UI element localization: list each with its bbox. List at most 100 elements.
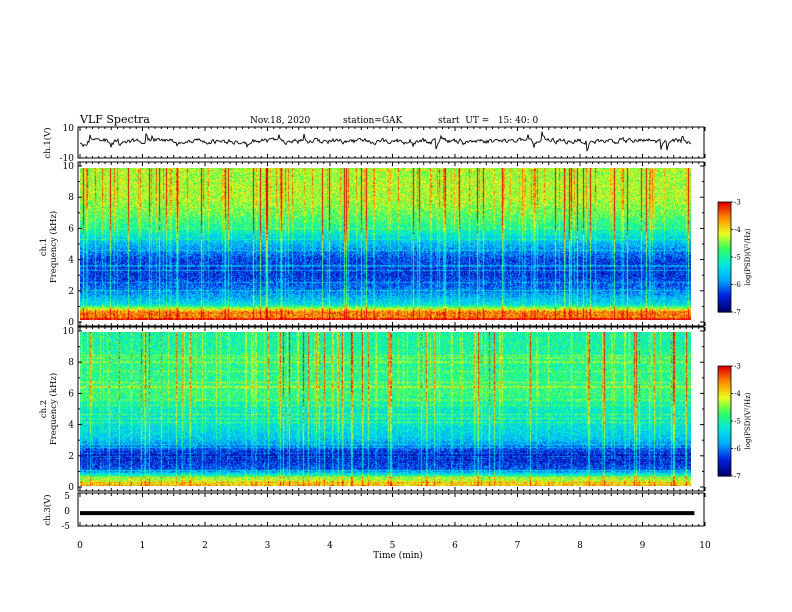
colorbar-swatch: [718, 203, 731, 207]
x-tick-label-8: 8: [577, 541, 583, 551]
colorbar-swatch: [718, 455, 731, 459]
colorbar-swatch: [718, 432, 731, 435]
colorbar-swatch: [718, 286, 731, 289]
colorbar-swatch: [718, 220, 731, 223]
colorbar-swatch: [718, 424, 731, 428]
colorbar-swatch: [718, 384, 731, 387]
colorbar-swatch: [718, 391, 731, 395]
ch2-colorbar: -3 -4 -5 -6 -7 log(PSD)(V²/Hz): [717, 363, 752, 481]
date-label: Nov.18, 2020: [250, 116, 311, 126]
colorbar-swatch: [718, 402, 731, 406]
colorbar-swatch: [718, 380, 731, 384]
colorbar-swatch: [718, 271, 731, 275]
colorbar-swatch: [718, 452, 731, 455]
colorbar-swatch: [718, 214, 731, 218]
colorbar-swatch: [718, 419, 731, 422]
colorbar-swatch: [718, 262, 731, 265]
ch1-spectrogram-yticks: 0 2 4 6 8 10: [63, 162, 75, 328]
ch1-waveform-panel: 10 -10 ch.1(V): [42, 124, 705, 164]
colorbar-swatch: [718, 465, 731, 468]
colorbar-swatch: [718, 284, 731, 287]
colorbar-swatch: [718, 367, 731, 371]
ch1-ytick-bottom: -10: [60, 154, 75, 164]
colorbar-swatch: [718, 468, 731, 472]
colorbar-swatch: [718, 233, 731, 236]
colorbar-swatch: [718, 474, 731, 477]
x-tick-label-7: 7: [515, 541, 521, 551]
ch1-waveform-ylabel: ch.1(V): [42, 127, 53, 158]
colorbar-swatch: [718, 377, 731, 380]
ch3-ytick-bottom: -5: [61, 522, 70, 532]
colorbar-swatch: [718, 240, 731, 243]
x-tick-label-9: 9: [640, 541, 646, 551]
colorbar-swatch: [718, 242, 731, 245]
colorbar-swatch: [718, 400, 731, 404]
colorbar-swatch: [718, 264, 731, 267]
colorbar-tick--7: -7: [734, 473, 741, 481]
ch2-spectrogram-ytick-6: 6: [68, 389, 74, 399]
ch3-ylabel: ch.3(V): [42, 494, 53, 525]
colorbar-swatch: [718, 213, 731, 216]
ch1-spectrogram-ytick-8: 8: [68, 193, 74, 203]
figure-title: VLF Spectra: [79, 113, 150, 126]
colorbar-tick--5: -5: [734, 254, 741, 262]
colorbar-swatch: [718, 450, 731, 453]
ch1-spectrogram-ytick-4: 4: [68, 256, 74, 266]
colorbar-swatch: [718, 255, 731, 258]
colorbar-swatch: [718, 207, 731, 210]
colorbar-label: log(PSD)(V²/Hz): [744, 228, 752, 285]
colorbar-swatch: [718, 268, 731, 271]
colorbar-swatch: [718, 415, 731, 418]
colorbar-swatch: [718, 439, 731, 442]
colorbar-tick--7: -7: [734, 309, 741, 317]
colorbar-swatch: [718, 224, 731, 227]
colorbar-swatch: [718, 422, 731, 426]
colorbar-swatch: [718, 202, 731, 205]
ch2-spectrogram-channel-label: ch.2: [39, 400, 49, 418]
colorbar-swatch: [718, 470, 731, 473]
colorbar-swatch: [718, 251, 731, 254]
ch3-ytick-mid: 0: [64, 507, 70, 517]
colorbar-tick--3: -3: [734, 363, 741, 371]
colorbar-swatch: [718, 249, 731, 253]
colorbar-swatch: [718, 386, 731, 389]
colorbar-swatch: [718, 301, 731, 304]
ch2-spectrogram-yticks: 0 2 4 6 8 10: [63, 327, 75, 493]
colorbar-swatch: [718, 291, 731, 295]
ch3-ytick-top: 5: [64, 492, 70, 502]
colorbar-swatch: [718, 366, 731, 369]
ch3-frame: [77, 492, 705, 527]
colorbar-swatch: [718, 399, 731, 402]
ch1-spectrogram-ytick-10: 10: [63, 162, 75, 172]
colorbar-swatch: [718, 463, 731, 466]
ch2-spectrogram-ytick-2: 2: [68, 452, 74, 462]
colorbar-swatch: [718, 382, 731, 385]
colorbar-swatch: [718, 288, 731, 291]
ch1-spectrogram-ylabel: Frequency (kHz): [48, 211, 59, 283]
colorbar-swatch: [718, 216, 731, 220]
x-tick-label-2: 2: [202, 541, 208, 551]
colorbar-swatch: [718, 205, 731, 209]
colorbar-swatch: [718, 227, 731, 231]
ch1-spectrogram-panel: 0 2 4 6 8 10 ch.1 Frequency (kHz): [39, 161, 705, 328]
colorbar-swatch: [718, 404, 731, 407]
colorbar-swatch: [718, 238, 731, 242]
colorbar-swatch: [718, 448, 731, 451]
colorbar-swatch: [718, 260, 731, 264]
colorbar-swatch: [718, 371, 731, 374]
colorbar-swatch: [718, 433, 731, 437]
colorbar-swatch: [718, 421, 731, 424]
colorbar-swatch: [718, 218, 731, 221]
colorbar-swatch: [718, 428, 731, 431]
colorbar-tick--6: -6: [734, 445, 741, 453]
colorbar-swatch: [718, 295, 731, 298]
colorbar-swatch: [718, 389, 731, 393]
colorbar-swatch: [718, 375, 731, 378]
colorbar-swatch: [718, 235, 731, 238]
start-time-label: start UT = 15: 40: 0: [438, 116, 539, 126]
colorbar-swatch: [718, 397, 731, 400]
colorbar-tick--4: -4: [734, 226, 741, 234]
ch2-spectrogram-ylabel: Frequency (kHz): [48, 373, 59, 445]
x-axis-tick-labels: 0 1 2 3 4 5 6 7 8 9 10: [77, 541, 711, 551]
